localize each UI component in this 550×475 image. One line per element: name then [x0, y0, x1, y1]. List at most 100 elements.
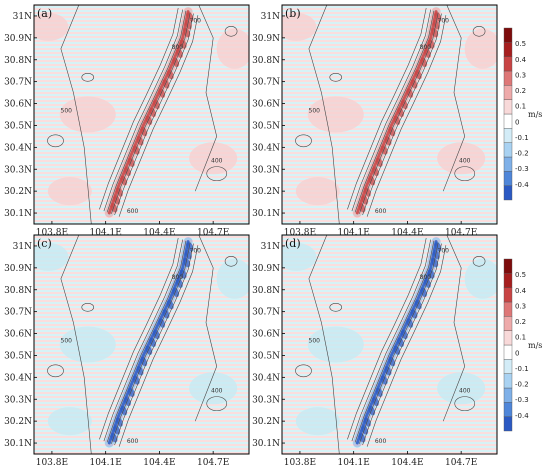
- panel-c-lat-ticks: 31N 30.9N 30.8N 30.7N 30.6N 30.5N 30.4N 30.3N 30…: [4, 242, 37, 449]
- lon-tick-label: 104.1E: [337, 228, 369, 238]
- lon-tick-label: 104.4E: [143, 228, 175, 238]
- lon-tick-label: 104.4E: [391, 228, 423, 238]
- lat-tick-label: 30.3N: [252, 395, 280, 405]
- colorbar-swatch: [503, 70, 513, 86]
- panel-b-lat-ticks: 31N 30.9N 30.8N 30.7N 30.6N 30.5N 30.4N 30.3N 30…: [252, 12, 285, 219]
- colorbar-unit: m/s: [528, 110, 542, 119]
- terrain-contour: [354, 10, 435, 213]
- ridge-cell: [363, 417, 371, 427]
- terrain-contour: [347, 7, 427, 210]
- colorbar-tick-label: -0.1: [515, 365, 529, 373]
- colorbar-tick-label: 0: [515, 349, 519, 357]
- colorbar-tick-label: 0.5: [515, 40, 526, 48]
- lat-tick-label: 30.9N: [4, 264, 32, 274]
- colorbar-swatch: [503, 142, 513, 158]
- terrain-contour: [111, 242, 191, 444]
- lat-tick-label: 30.8N: [4, 286, 32, 296]
- contour-label: 800: [420, 44, 432, 51]
- ridge-cell: [183, 27, 191, 38]
- ridge-cell: [363, 187, 371, 197]
- colorbar-tick-label: 0.2: [515, 318, 526, 326]
- terrain-contour-loop: [47, 134, 64, 148]
- ridge-cell: [115, 187, 123, 197]
- terrain-contour: [362, 13, 442, 216]
- colorbar-bottom: 0.5 0.4 0.3 0.2 0.1 0 -0.1 -0.2 -0.3 -0.4 m/s: [503, 258, 542, 432]
- colorbar-swatch: [503, 128, 513, 143]
- panel-b-frame: [281, 4, 498, 225]
- lat-tick-label: 30.6N: [252, 100, 280, 110]
- lat-tick-label: 30.4N: [4, 143, 32, 153]
- ridge-cell: [361, 195, 369, 205]
- lat-tick-label: 30.3N: [4, 165, 32, 175]
- field-patch: [464, 258, 497, 299]
- terrain-contour-east: [442, 235, 466, 422]
- contour-label: 600: [127, 208, 139, 215]
- lon-tick-label: 103.8E: [36, 458, 68, 468]
- panel-a-lat-ticks: 31N 30.9N 30.8N 30.7N 30.6N 30.5N 30.4N 30.3N 30…: [4, 12, 37, 219]
- lon-tick-label: 104.7E: [445, 458, 477, 468]
- colorbar-swatch: [503, 258, 513, 274]
- ridge-cell: [115, 417, 123, 427]
- contour-label: 700: [438, 18, 450, 25]
- lat-tick-label: 30.5N: [252, 121, 280, 131]
- panel-a-frame: [33, 4, 250, 225]
- field-patch: [34, 12, 69, 41]
- panel-d-lon-ticks: 103.8E 104.1E 104.4E 104.7E: [284, 451, 477, 468]
- lat-tick-label: 30.3N: [252, 165, 280, 175]
- colorbar-swatch: [503, 56, 513, 72]
- contour-label: 700: [438, 248, 450, 255]
- contour-label: 500: [61, 337, 73, 344]
- panel-a-field: [34, 5, 249, 224]
- ridge-cell: [432, 20, 440, 30]
- ridge-cell: [110, 433, 118, 443]
- panel-a-lon-ticks: 103.8E 104.1E 104.4E 104.7E: [36, 221, 229, 238]
- panel-b-field: [282, 5, 497, 224]
- panel-b-lon-ticks: 103.8E 104.1E 104.4E 104.7E: [284, 221, 477, 238]
- panel-d-frame: [281, 234, 498, 455]
- ridge-cell: [361, 425, 369, 435]
- terrain-contour: [106, 10, 187, 213]
- terrain-contour: [359, 242, 439, 444]
- field-patch: [34, 242, 69, 271]
- field-patch: [437, 372, 486, 405]
- ridge-cell: [434, 12, 442, 22]
- colorbar-swatch: [503, 402, 513, 417]
- terrain-contour: [114, 243, 194, 446]
- lat-tick-label: 31N: [261, 242, 280, 252]
- ridge-cell: [431, 257, 439, 268]
- colorbar-swatch: [503, 359, 513, 374]
- contour-label: 400: [459, 158, 471, 165]
- field-patch: [307, 326, 364, 363]
- terrain-contour-loop: [206, 166, 228, 181]
- colorbar-tick-label: -0.2: [515, 150, 529, 158]
- field-patch: [464, 28, 497, 69]
- terrain-contour-loop: [224, 255, 238, 267]
- lon-tick-label: 103.8E: [284, 458, 316, 468]
- colorbar-swatch: [503, 185, 513, 201]
- colorbar-swatch: [503, 171, 513, 186]
- contour-label: 600: [375, 438, 387, 445]
- lat-tick-label: 30.9N: [4, 34, 32, 44]
- terrain-contour-loop: [329, 302, 343, 312]
- panel-c-frame: [33, 234, 250, 455]
- ridge-cell: [358, 433, 366, 443]
- terrain-contour: [351, 239, 431, 442]
- lat-tick-label: 30.7N: [4, 308, 32, 318]
- ridge-cell: [110, 203, 118, 213]
- contour-label: 500: [309, 337, 321, 344]
- terrain-contour: [106, 240, 187, 443]
- lat-tick-label: 30.9N: [252, 34, 280, 44]
- terrain-contour-loop: [472, 255, 486, 267]
- panel-d-contours: 500 600 700 800 400: [295, 235, 486, 454]
- colorbar-tick-label: 0.5: [515, 271, 526, 279]
- field-patch: [59, 96, 116, 133]
- terrain-contour-500: [308, 235, 340, 454]
- field-patch: [47, 407, 92, 436]
- colorbar-tick-label: -0.4: [515, 412, 529, 420]
- lon-tick-label: 104.7E: [197, 458, 229, 468]
- terrain-contour-loop: [81, 302, 95, 312]
